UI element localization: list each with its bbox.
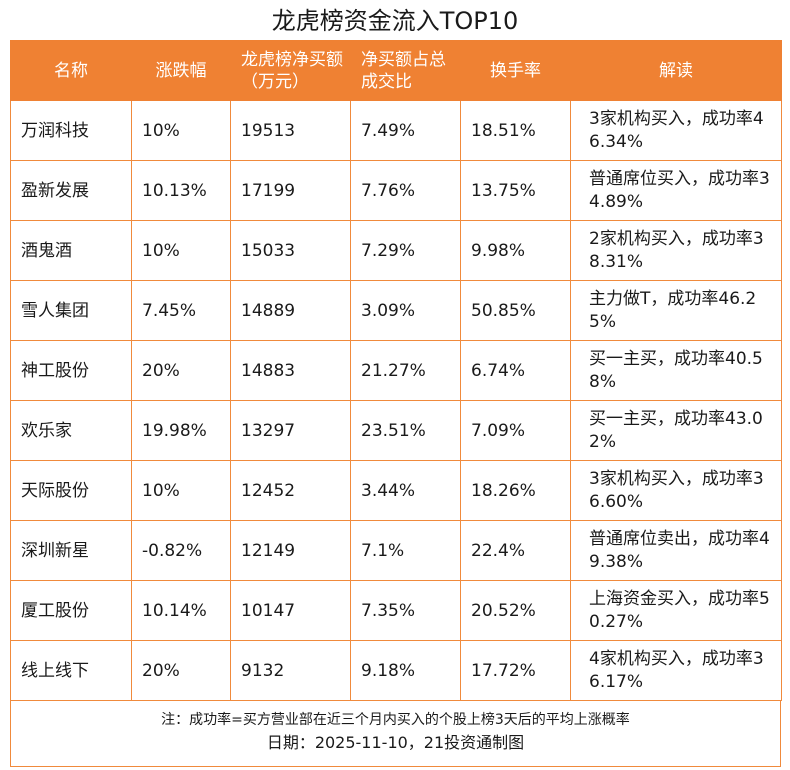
turnover-cell: 13.75% — [460, 160, 571, 221]
table-header-row: 名称 涨跌幅 龙虎榜净买额（万元） 净买额占总成交比 换手率 解读 — [10, 40, 782, 101]
change-cell: 20% — [131, 640, 231, 701]
header-ratio: 净买额占总成交比 — [350, 40, 461, 101]
ratio-cell: 7.29% — [350, 220, 461, 281]
ratio-cell: 7.35% — [350, 580, 461, 641]
header-name: 名称 — [10, 40, 132, 101]
note-cell: 买一主买，成功率40.58% — [570, 340, 782, 401]
ratio-cell: 7.49% — [350, 100, 461, 161]
stock-name-cell: 深圳新星 — [10, 520, 132, 581]
page-title: 龙虎榜资金流入TOP10 — [271, 7, 519, 35]
header-turnover: 换手率 — [460, 40, 571, 101]
turnover-cell: 7.09% — [460, 400, 571, 461]
footnote: 注：成功率=买方营业部在近三个月内买入的个股上榜3天后的平均上涨概率 — [161, 712, 630, 728]
stock-name-cell: 欢乐家 — [10, 400, 132, 461]
note-cell: 普通席位卖出，成功率49.38% — [570, 520, 782, 581]
ratio-cell: 3.09% — [350, 280, 461, 341]
stock-name-cell: 盈新发展 — [10, 160, 132, 221]
footer: 注：成功率=买方营业部在近三个月内买入的个股上榜3天后的平均上涨概率 日期：20… — [10, 700, 781, 767]
note-cell: 买一主买，成功率43.02% — [570, 400, 782, 461]
table-row: 天际股份 10% 12452 3.44% 18.26% 3家机构买入，成功率36.60% — [10, 460, 782, 521]
table-row: 神工股份 20% 14883 21.27% 6.74% 买一主买，成功率40.58% — [10, 340, 782, 401]
turnover-cell: 17.72% — [460, 640, 571, 701]
stock-name-cell: 厦工股份 — [10, 580, 132, 641]
table-row: 雪人集团 7.45% 14889 3.09% 50.85% 主力做T，成功率46.25% — [10, 280, 782, 341]
net-buy-cell: 19513 — [230, 100, 351, 161]
note-cell: 2家机构买入，成功率38.31% — [570, 220, 782, 281]
table-row: 万润科技 10% 19513 7.49% 18.51% 3家机构买入，成功率46.34% — [10, 100, 782, 161]
net-buy-cell: 17199 — [230, 160, 351, 221]
header-note: 解读 — [570, 40, 782, 101]
table-row: 深圳新星 -0.82% 12149 7.1% 22.4% 普通席位卖出，成功率49.38% — [10, 520, 782, 581]
table-body: 万润科技 10% 19513 7.49% 18.51% 3家机构买入，成功率46.34% 盈… — [10, 100, 782, 701]
change-cell: 10% — [131, 100, 231, 161]
change-cell: -0.82% — [131, 520, 231, 581]
turnover-cell: 50.85% — [460, 280, 571, 341]
turnover-cell: 18.26% — [460, 460, 571, 521]
net-buy-cell: 14883 — [230, 340, 351, 401]
ratio-cell: 7.76% — [350, 160, 461, 221]
change-cell: 20% — [131, 340, 231, 401]
header-change: 涨跌幅 — [131, 40, 231, 101]
stock-name-cell: 万润科技 — [10, 100, 132, 161]
change-cell: 10% — [131, 460, 231, 521]
change-cell: 10.13% — [131, 160, 231, 221]
stock-name-cell: 神工股份 — [10, 340, 132, 401]
stock-name-cell: 线上线下 — [10, 640, 132, 701]
turnover-cell: 6.74% — [460, 340, 571, 401]
net-buy-cell: 14889 — [230, 280, 351, 341]
net-buy-cell: 10147 — [230, 580, 351, 641]
ratio-cell: 21.27% — [350, 340, 461, 401]
turnover-cell: 9.98% — [460, 220, 571, 281]
net-buy-cell: 12149 — [230, 520, 351, 581]
stock-name-cell: 天际股份 — [10, 460, 132, 521]
data-table: 名称 涨跌幅 龙虎榜净买额（万元） 净买额占总成交比 换手率 解读 万润科技 10… — [10, 40, 782, 701]
net-buy-cell: 13297 — [230, 400, 351, 461]
table-row: 盈新发展 10.13% 17199 7.76% 13.75% 普通席位买入，成功率34.8… — [10, 160, 782, 221]
note-cell: 3家机构买入，成功率36.60% — [570, 460, 782, 521]
note-cell: 3家机构买入，成功率46.34% — [570, 100, 782, 161]
table-row: 欢乐家 19.98% 13297 23.51% 7.09% 买一主买，成功率43.02% — [10, 400, 782, 461]
change-cell: 10.14% — [131, 580, 231, 641]
table-row: 厦工股份 10.14% 10147 7.35% 20.52% 上海资金买入，成功率50.2… — [10, 580, 782, 641]
net-buy-cell: 15033 — [230, 220, 351, 281]
note-cell: 上海资金买入，成功率50.27% — [570, 580, 782, 641]
ratio-cell: 3.44% — [350, 460, 461, 521]
net-buy-cell: 9132 — [230, 640, 351, 701]
change-cell: 7.45% — [131, 280, 231, 341]
note-cell: 4家机构买入，成功率36.17% — [570, 640, 782, 701]
turnover-cell: 18.51% — [460, 100, 571, 161]
date-line: 日期：2025-11-10，21投资通制图 — [266, 733, 525, 752]
note-cell: 主力做T，成功率46.25% — [570, 280, 782, 341]
change-cell: 19.98% — [131, 400, 231, 461]
stock-name-cell: 酒鬼酒 — [10, 220, 132, 281]
turnover-cell: 20.52% — [460, 580, 571, 641]
table-row: 线上线下 20% 9132 9.18% 17.72% 4家机构买入，成功率36.17% — [10, 640, 782, 701]
header-net-buy: 龙虎榜净买额（万元） — [230, 40, 351, 101]
ratio-cell: 9.18% — [350, 640, 461, 701]
note-cell: 普通席位买入，成功率34.89% — [570, 160, 782, 221]
stock-name-cell: 雪人集团 — [10, 280, 132, 341]
table-row: 酒鬼酒 10% 15033 7.29% 9.98% 2家机构买入，成功率38.31% — [10, 220, 782, 281]
ratio-cell: 7.1% — [350, 520, 461, 581]
net-buy-cell: 12452 — [230, 460, 351, 521]
ratio-cell: 23.51% — [350, 400, 461, 461]
change-cell: 10% — [131, 220, 231, 281]
turnover-cell: 22.4% — [460, 520, 571, 581]
